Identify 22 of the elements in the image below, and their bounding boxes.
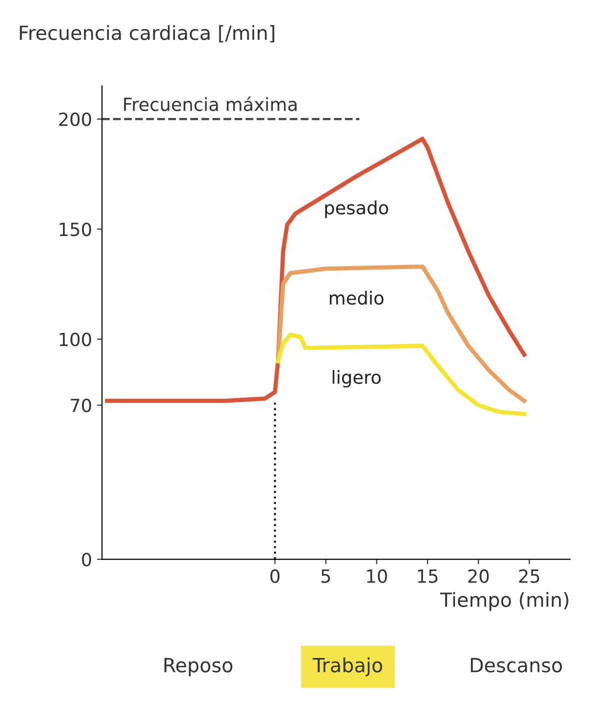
y-tick-label: 150 [60,222,92,236]
x-axis-title: Tiempo (min) [440,592,568,611]
text: Descanso [470,658,562,672]
y-tick-label: 200 [59,112,92,126]
series-label: pesado [325,200,388,218]
series-label: medio [330,290,384,305]
y-tick-label: 0 [82,552,92,566]
x-tick-label: 15 [418,570,438,583]
line-series [276,332,526,416]
x-tick-label: 25 [519,569,540,583]
series-label: ligero [332,370,381,388]
text: Trabajo [312,657,382,676]
y-tick-label: 70 [70,398,92,412]
x-tick-label: 5 [321,570,330,583]
text: Reposo [164,658,232,676]
x-tick-label: 10 [367,569,387,583]
ref-line-label: Frecuencia máxima [124,96,297,112]
line-series [276,264,526,403]
y-tick-label: 100 [60,332,92,346]
x-tick-label: 0 [270,569,280,583]
x-tick-label: 20 [468,569,489,583]
y-axis-title: Frecuencia cardiaca [/min] [20,25,274,42]
